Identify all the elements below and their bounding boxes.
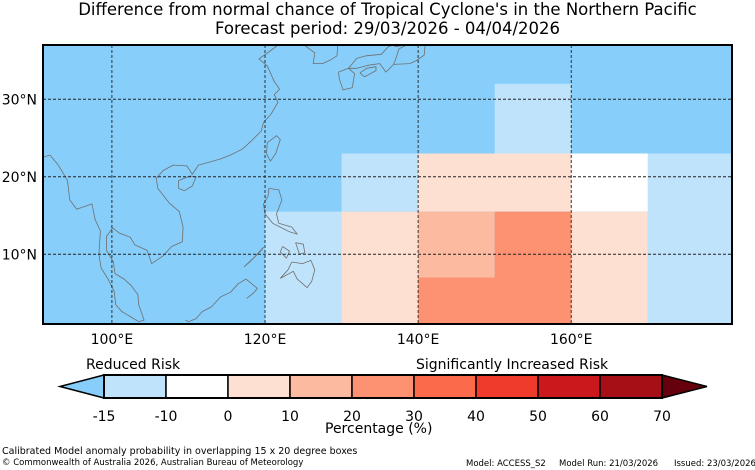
coastline bbox=[279, 246, 290, 259]
colorbar-tick-label: 30 bbox=[405, 409, 423, 425]
colorbar-tick-label: 60 bbox=[591, 409, 609, 425]
risk-cell bbox=[265, 211, 342, 324]
lon-tick-label: 160°E bbox=[550, 332, 593, 348]
map-frame bbox=[42, 44, 733, 325]
colorbar-over-arrow bbox=[661, 374, 708, 399]
footer-description: Calibrated Model anomaly probability in … bbox=[2, 446, 358, 457]
colorbar-under-arrow bbox=[57, 374, 105, 399]
lon-tick-label: 140°E bbox=[397, 332, 440, 348]
footer-model: Model: ACCESS_S2 bbox=[466, 459, 546, 469]
colorbar-swatch bbox=[537, 374, 601, 399]
risk-cell bbox=[494, 83, 572, 154]
footer-model-run: Model Run: 21/03/2026 bbox=[559, 459, 659, 469]
coastline bbox=[348, 45, 407, 73]
lat-tick-label: 10°N bbox=[2, 247, 37, 263]
colorbar-swatch bbox=[413, 374, 477, 399]
colorbar-swatch bbox=[165, 374, 229, 399]
coastline bbox=[266, 135, 281, 162]
footer-copyright: © Commonwealth of Australia 2026, Austra… bbox=[2, 458, 304, 468]
colorbar-swatch bbox=[227, 374, 291, 399]
chart-title: Difference from normal chance of Tropica… bbox=[78, 0, 697, 19]
coastline bbox=[43, 45, 280, 323]
colorbar-tick-label: 50 bbox=[529, 409, 547, 425]
colorbar-frame bbox=[103, 374, 663, 399]
footer-issued: Issued: 23/03/2026 bbox=[674, 459, 755, 469]
colorbar-axis-label: Percentage (%) bbox=[325, 421, 433, 437]
risk-cell bbox=[418, 153, 572, 212]
coastline bbox=[263, 188, 298, 235]
colorbar-swatch bbox=[475, 374, 539, 399]
colorbar-tick-label: 20 bbox=[343, 409, 361, 425]
risk-cell bbox=[571, 153, 648, 212]
coastline bbox=[185, 278, 258, 323]
risk-cell bbox=[571, 211, 648, 324]
lon-tick-label: 100°E bbox=[91, 332, 134, 348]
risk-cell bbox=[494, 211, 572, 278]
coastline bbox=[303, 45, 339, 64]
risk-cell bbox=[418, 277, 572, 324]
colorbar-tick-label: 0 bbox=[224, 409, 233, 425]
colorbar-tick-label: 10 bbox=[281, 409, 299, 425]
forecast-period: Forecast period: 29/03/2026 - 04/04/2026 bbox=[214, 19, 561, 38]
coastline bbox=[295, 242, 306, 255]
lat-tick-label: 30°N bbox=[2, 92, 37, 108]
colorbar-tick-label: -10 bbox=[155, 409, 178, 425]
colorbar-swatch bbox=[599, 374, 663, 399]
coastline bbox=[279, 260, 316, 288]
risk-cell bbox=[418, 211, 495, 278]
coastline bbox=[178, 175, 197, 192]
colorbar-swatch bbox=[103, 374, 167, 399]
lat-tick-label: 20°N bbox=[2, 170, 37, 186]
coastline bbox=[359, 66, 377, 78]
coastline bbox=[243, 246, 264, 267]
risk-cell bbox=[341, 211, 419, 324]
reduced-risk-label: Reduced Risk bbox=[86, 357, 181, 373]
lon-tick-label: 120°E bbox=[244, 332, 287, 348]
risk-cell bbox=[647, 153, 732, 324]
colorbar-swatch bbox=[351, 374, 415, 399]
increased-risk-label: Significantly Increased Risk bbox=[416, 357, 609, 373]
risk-cell bbox=[341, 153, 419, 212]
colorbar-swatch bbox=[289, 374, 353, 399]
colorbar-tick-label: 70 bbox=[653, 409, 671, 425]
colorbar-tick-label: 40 bbox=[467, 409, 485, 425]
colorbar-tick-label: -15 bbox=[93, 409, 116, 425]
